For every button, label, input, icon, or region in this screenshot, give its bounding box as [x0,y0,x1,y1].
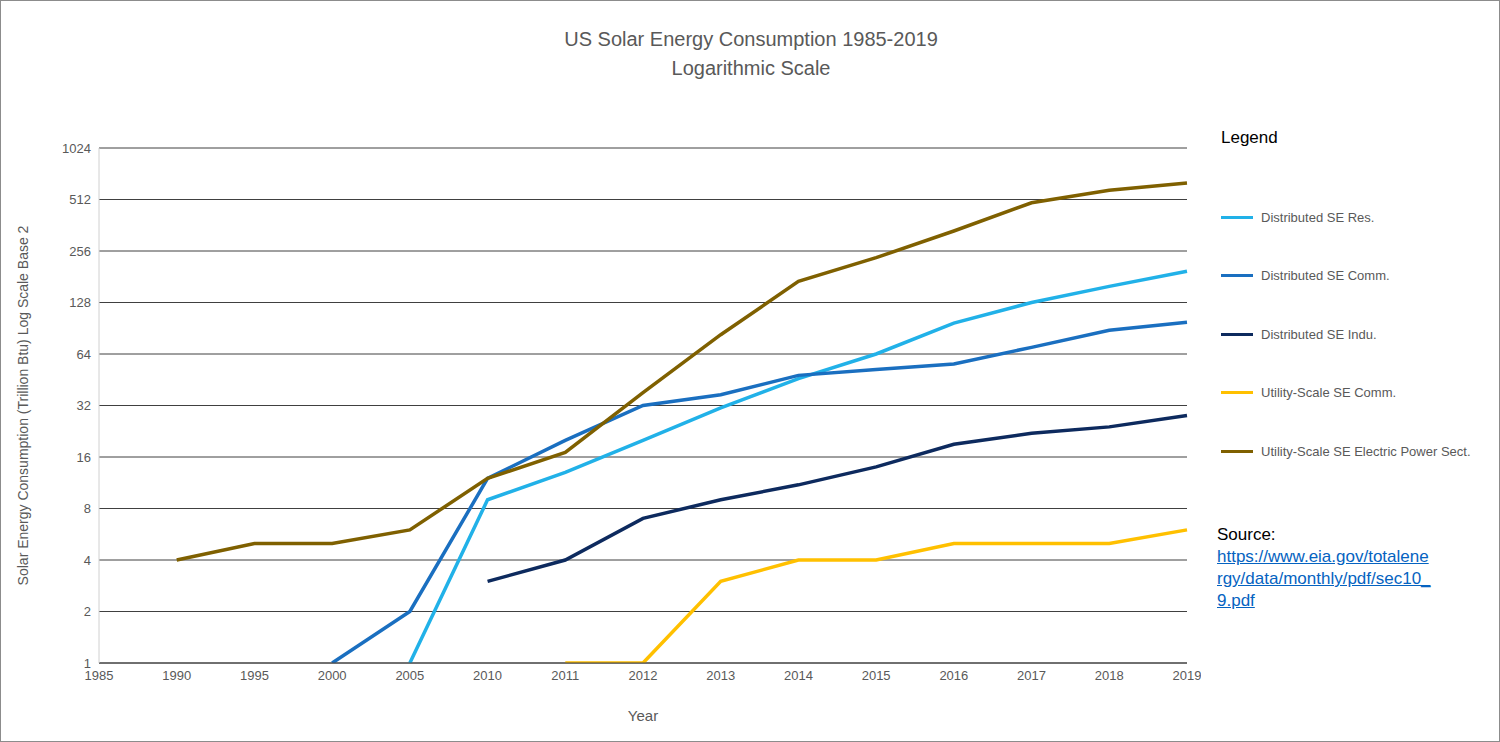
svg-text:2016: 2016 [939,668,968,683]
svg-text:2015: 2015 [862,668,891,683]
svg-text:2010: 2010 [473,668,502,683]
html-text:https://www.eia.gov/totalenerg: https://www.eia.gov/totalenergy/data/mon… [1217,547,1431,610]
svg-text:2: 2 [84,604,91,619]
svg-text:64: 64 [77,347,91,362]
html-text:Logarithmic Scale: Logarithmic Scale [671,57,831,79]
svg-text:32: 32 [77,398,91,413]
html-text:Legend: Legend [1221,128,1278,147]
svg-text:128: 128 [69,295,91,310]
html-text:Utility-Scale SE Comm.: Utility-Scale SE Comm. [1261,385,1397,401]
html-text:US Solar Energy Consumption 19: US Solar Energy Consumption 1985-2019 [564,28,938,50]
svg-text:2000: 2000 [318,668,347,683]
svg-text:256: 256 [69,244,91,259]
svg-text:2012: 2012 [629,668,658,683]
svg-text:1990: 1990 [162,668,191,683]
svg-text:Solar Energy Consumption (Tril: Solar Energy Consumption (Trillion Btu) … [15,225,31,585]
html-text:Distributed SE Indu.: Distributed SE Indu. [1261,326,1377,342]
svg-text:2017: 2017 [1017,668,1046,683]
svg-text:Year: Year [628,707,658,724]
svg-text:2014: 2014 [784,668,813,683]
svg-text:1995: 1995 [240,668,269,683]
svg-text:8: 8 [84,501,91,516]
svg-text:4: 4 [84,553,91,568]
svg-text:2018: 2018 [1095,668,1124,683]
html-text:Source:: Source: [1217,525,1276,544]
svg-text:1024: 1024 [62,141,91,156]
svg-text:2019: 2019 [1173,668,1201,683]
html-text:Distributed SE Comm.: Distributed SE Comm. [1261,268,1390,284]
html-text:Utility-Scale SE Electric Powe: Utility-Scale SE Electric Power Sect. [1261,443,1471,459]
svg-text:1: 1 [84,656,91,671]
html-text:Distributed SE Res.: Distributed SE Res. [1261,209,1375,225]
svg-text:1985: 1985 [84,668,114,684]
svg-text:2011: 2011 [551,668,579,683]
svg-text:512: 512 [69,192,91,207]
svg-text:16: 16 [77,450,91,465]
svg-text:2013: 2013 [706,668,735,683]
svg-text:2005: 2005 [395,668,424,683]
